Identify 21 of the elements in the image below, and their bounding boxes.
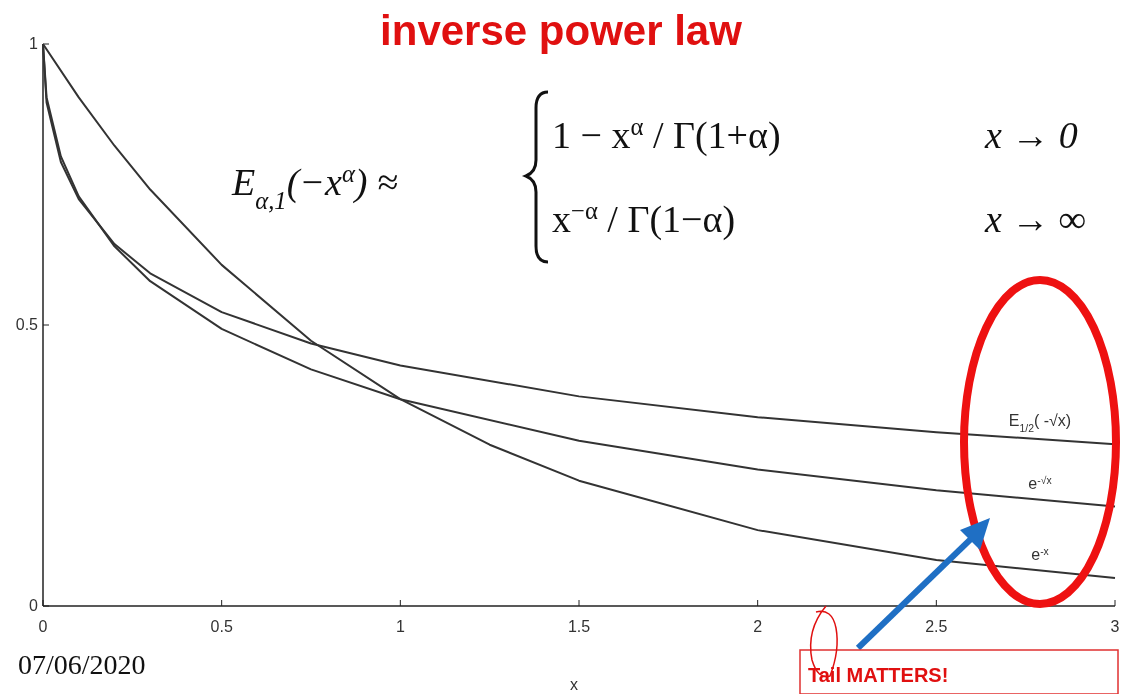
- chart-title: inverse power law: [380, 7, 743, 54]
- y-tick-label: 0.5: [15, 316, 39, 333]
- annotation: x → ∞: [984, 198, 1086, 240]
- series-label: e$^{-x}$: [1031, 545, 1050, 563]
- annotation: x$^{−α}$ / Γ(1−α): [552, 196, 736, 241]
- y-tick-label: 1: [29, 35, 39, 52]
- text: Tail MATTERS!: [808, 664, 949, 686]
- text: 07/06/2020: [18, 649, 146, 680]
- x-tick-label: 2.5: [925, 618, 948, 635]
- x-tick-label: 1.5: [567, 618, 591, 635]
- x-axis-title: x: [570, 676, 578, 693]
- annotation: x → 0: [984, 114, 1078, 156]
- annotation: 1 − x$^{α}$ / Γ(1+α): [552, 112, 781, 157]
- x-tick-label: 1: [395, 618, 405, 635]
- x-tick-label: 3: [1110, 618, 1120, 635]
- x-tick-label: 2: [753, 618, 763, 635]
- series-label: e$^{-√x}$: [1028, 474, 1053, 492]
- annotation: E$_{α,1}$(−x$^{α}$) ≈: [231, 159, 398, 214]
- y-tick-label: 0: [29, 597, 39, 614]
- series-label: E$_{1/2}$( -√x): [1008, 412, 1072, 434]
- x-tick-label: 0.5: [210, 618, 233, 635]
